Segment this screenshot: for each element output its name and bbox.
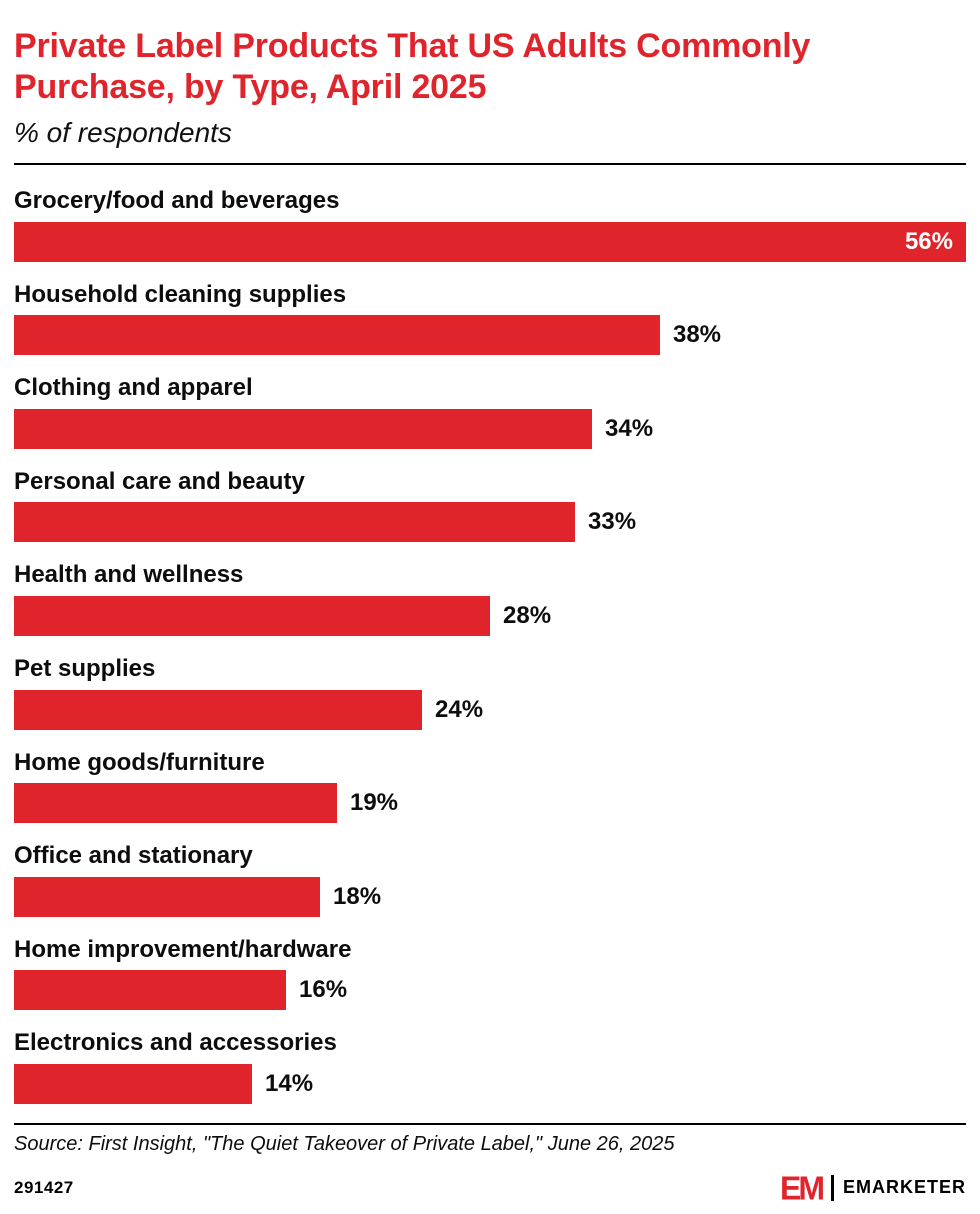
bar-category-label: Grocery/food and beverages (14, 186, 340, 214)
bar-group: Pet supplies 24% (14, 655, 966, 730)
bar-row: 34% (14, 408, 966, 449)
bar-row: 33% (14, 502, 966, 543)
bar (14, 876, 320, 917)
bar (14, 1063, 252, 1104)
bar-group: Personal care and beauty 33% (14, 468, 966, 543)
bar-value-label: 24% (435, 695, 484, 723)
bar-row: 19% (14, 783, 966, 824)
chart-subtitle: % of respondents (14, 116, 232, 148)
bar: 56% (14, 221, 966, 262)
bar-row: 14% (14, 1063, 966, 1104)
bar-group: Electronics and accessories 14% (14, 1029, 966, 1104)
bar-row: 28% (14, 595, 966, 636)
bar-group: Household cleaning supplies 38% (14, 281, 966, 356)
header-divider (14, 162, 966, 165)
bar-value-label: 28% (503, 601, 552, 629)
bar-value-label: 14% (265, 1069, 314, 1097)
bar-category-label: Health and wellness (14, 561, 244, 589)
chart-header: Private Label Products That US Adults Co… (14, 0, 966, 149)
bar-group: Grocery/food and beverages 56% (14, 187, 966, 262)
bar (14, 689, 422, 730)
source-note: Source: First Insight, "The Quiet Takeov… (14, 1132, 675, 1155)
emarketer-logo: EM EMARKETER (779, 1168, 966, 1207)
bar-row: 16% (14, 970, 966, 1011)
bar-value-label: 34% (605, 414, 654, 442)
bar (14, 408, 592, 449)
bar-category-label: Electronics and accessories (14, 1029, 337, 1057)
source-divider (14, 1122, 966, 1125)
bar (14, 595, 490, 636)
bar (14, 783, 337, 824)
bar-category-label: Household cleaning supplies (14, 280, 347, 308)
brand-name: EMARKETER (842, 1177, 966, 1198)
bar-chart: Grocery/food and beverages 56% Household c… (14, 187, 966, 1104)
bar-row: 24% (14, 689, 966, 730)
bar-group: Office and stationary 18% (14, 842, 966, 917)
bar-row: 38% (14, 315, 966, 356)
bar-category-label: Home goods/furniture (14, 748, 265, 776)
bar (14, 315, 660, 356)
footer: 291427 EM EMARKETER (0, 1166, 980, 1214)
chart-title: Private Label Products That US Adults Co… (14, 27, 811, 107)
bar (14, 502, 575, 543)
bar-group: Home goods/furniture 19% (14, 749, 966, 824)
bar-value-label: 33% (588, 508, 637, 536)
bar-group: Health and wellness 28% (14, 561, 966, 636)
bar (14, 970, 286, 1011)
bar-category-label: Home improvement/hardware (14, 935, 352, 963)
bar-value-label: 18% (333, 882, 382, 910)
bar-category-label: Clothing and apparel (14, 374, 253, 402)
source-block: Source: First Insight, "The Quiet Takeov… (14, 1122, 966, 1166)
bar-category-label: Pet supplies (14, 654, 156, 682)
bar-row: 56% (14, 221, 966, 262)
bar-category-label: Personal care and beauty (14, 467, 305, 495)
bar-value-label: 19% (349, 789, 399, 817)
em-logo-mark: EM (779, 1168, 825, 1207)
bar-row: 18% (14, 876, 966, 917)
bar-group: Clothing and apparel 34% (14, 374, 966, 449)
bar-value-label: 56% (904, 227, 953, 255)
logo-separator (830, 1174, 834, 1201)
chart-id: 291427 (14, 1177, 74, 1197)
bar-value-label: 38% (672, 321, 722, 349)
bar-category-label: Office and stationary (14, 842, 253, 870)
bar-group: Home improvement/hardware 16% (14, 936, 966, 1011)
bar-value-label: 16% (299, 976, 348, 1004)
